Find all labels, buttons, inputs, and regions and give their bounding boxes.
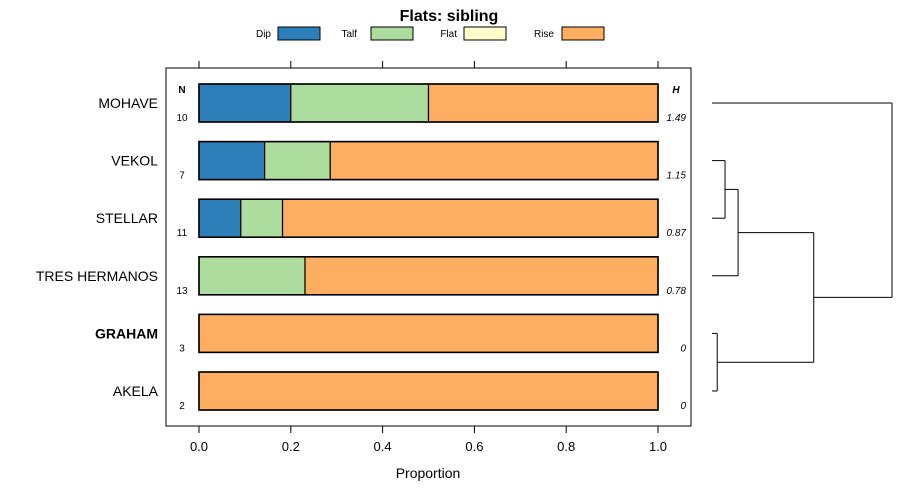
n-value: 11 (177, 228, 188, 239)
n-value: 13 (176, 286, 188, 297)
bar-outline (198, 83, 659, 123)
row-labels: MOHAVE 10 1.49 VEKOL 7 1.15 STELLAR 11 0.87 TRES … (36, 95, 687, 412)
legend: Dip Talf Flat Rise (256, 26, 605, 41)
bar-segment-rise (427, 83, 659, 123)
row-label: VEKOL (111, 153, 158, 169)
h-value: 1.15 (667, 171, 687, 182)
bar-segment-rise (281, 198, 659, 238)
x-tick-label: 1.0 (649, 439, 667, 454)
legend-swatch-rise (561, 26, 605, 41)
bar-outline (198, 313, 659, 354)
h-value: 0 (680, 343, 686, 354)
row-label: TRES HERMANOS (36, 268, 158, 284)
bar-segment-rise (304, 256, 659, 296)
x-tick-label: 0.8 (557, 439, 575, 454)
h-value: 1.49 (667, 113, 687, 124)
bar-segment-rise (198, 313, 659, 353)
legend-label-rise: Rise (534, 29, 554, 40)
bar-outline (198, 371, 659, 411)
n-column-header: N (178, 85, 185, 96)
bar-segment-rise (329, 141, 659, 181)
bar-segment-talf (240, 198, 284, 238)
x-axis: 0.0 0.2 0.4 0.6 0.8 1.0 (190, 61, 667, 454)
n-value: 7 (179, 171, 185, 182)
bar-segment-dip (198, 83, 292, 123)
row-label: STELLAR (96, 210, 158, 226)
row-label: AKELA (113, 383, 159, 399)
row-label: MOHAVE (98, 95, 158, 111)
x-tick-label: 0.0 (190, 439, 208, 454)
bar-segment-rise (198, 371, 659, 411)
n-value: 10 (176, 113, 188, 124)
bar-segment-dip (198, 141, 266, 181)
n-value: 3 (179, 343, 185, 354)
bar-outline (198, 198, 659, 238)
bars (198, 83, 659, 411)
x-axis-title: Proportion (396, 465, 461, 481)
legend-swatch-talf (370, 26, 414, 41)
bar-segment-talf (198, 256, 306, 296)
legend-swatch-dip (277, 26, 321, 41)
h-value: 0.87 (667, 228, 687, 239)
bar-segment-dip (198, 198, 242, 238)
x-tick-label: 0.4 (374, 439, 392, 454)
legend-swatch-flat (463, 26, 507, 41)
legend-label-dip: Dip (256, 29, 271, 40)
h-value: 0 (680, 401, 686, 412)
bar-segment-talf (264, 141, 331, 181)
plot-frame (165, 67, 692, 427)
bar-outline (198, 255, 659, 296)
x-tick-label: 0.6 (465, 439, 483, 454)
x-tick-label: 0.2 (282, 439, 300, 454)
legend-label-flat: Flat (440, 29, 457, 40)
legend-label-talf: Talf (341, 29, 357, 40)
h-value: 0.78 (667, 286, 687, 297)
row-label: GRAHAM (95, 325, 158, 341)
chart-title: Flats: sibling (400, 8, 499, 25)
bar-outline (198, 140, 659, 181)
n-value: 2 (179, 401, 185, 412)
h-column-header: H (672, 85, 680, 96)
bar-segment-talf (290, 83, 430, 123)
dendrogram (712, 102, 893, 392)
